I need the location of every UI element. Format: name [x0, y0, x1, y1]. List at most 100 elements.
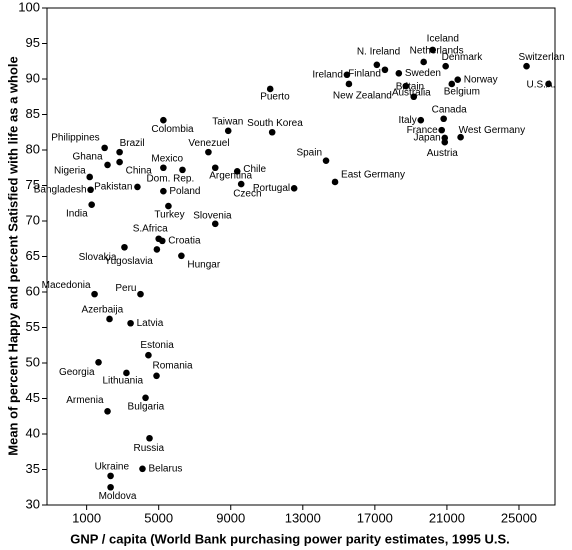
x-tick-label: 5000: [144, 510, 173, 525]
data-point: [429, 46, 436, 54]
x-axis-title: GNP / capita (World Bank purchasing powe…: [70, 531, 510, 546]
point-label: Turkey: [154, 210, 184, 221]
point-label: West Germany: [459, 125, 526, 136]
point-label: Denmark: [442, 52, 484, 63]
x-tick-label: 25000: [501, 510, 537, 525]
point-label: Macedonia: [42, 280, 91, 291]
data-point: [322, 157, 330, 164]
point-label: Britain: [396, 81, 424, 92]
point-label: S.Africa: [133, 223, 168, 234]
point-label: Netherlands: [410, 46, 464, 57]
data-point: [457, 133, 464, 141]
point-label: Slovenia: [193, 210, 232, 221]
data-point: [160, 187, 167, 195]
data-point: [146, 434, 153, 442]
point-label: Portugal: [253, 183, 290, 194]
data-point: [440, 115, 447, 123]
point-label: Philippines: [51, 133, 99, 144]
point-label: France: [407, 125, 439, 136]
point-label: Iceland: [427, 34, 459, 45]
point-label: New Zealand: [333, 91, 392, 102]
point-label: Australia: [392, 88, 431, 99]
point-label: Switzerlan: [519, 52, 565, 63]
point-label: Spain: [296, 147, 322, 158]
point-label: Hungar: [187, 259, 220, 270]
point-label: Nigeria: [54, 166, 86, 177]
point-label: Finland: [348, 68, 381, 79]
point-label: U.S.A.: [527, 80, 556, 91]
point-label: Armenia: [66, 395, 104, 406]
point-label: Japan: [414, 133, 441, 144]
data-point: [121, 243, 128, 251]
y-tick-label: 40: [26, 425, 40, 440]
data-point: [104, 407, 111, 415]
point-label: Ghana: [72, 152, 102, 163]
point-label: Ireland: [312, 69, 343, 80]
data-point: [104, 161, 111, 169]
data-point: [420, 58, 427, 66]
data-point: [237, 180, 245, 188]
y-tick-label: 55: [26, 319, 40, 334]
point-label: Romania: [153, 360, 193, 371]
point-label: Sweden: [405, 68, 441, 79]
data-point: [91, 290, 98, 298]
point-label: Czech: [233, 189, 261, 200]
point-label: Norway: [464, 74, 498, 85]
y-tick-label: 100: [18, 0, 40, 14]
data-point: [395, 70, 403, 77]
data-point: [545, 80, 552, 88]
data-point: [266, 85, 274, 93]
x-tick-label: 13000: [285, 510, 321, 525]
data-point: [153, 246, 161, 253]
point-label: Austria: [427, 148, 459, 159]
y-tick-label: 70: [26, 212, 40, 227]
point-label: Azerbaija: [82, 305, 124, 316]
point-label: Chile: [243, 164, 266, 175]
data-point: [178, 252, 185, 260]
point-label: Argentina: [209, 170, 252, 181]
data-point: [101, 144, 108, 152]
y-tick-label: 85: [26, 106, 40, 121]
y-tick-label: 35: [26, 461, 40, 476]
point-label: Italy: [398, 115, 416, 126]
point-label: Slovakia: [79, 252, 117, 263]
data-point: [448, 80, 456, 88]
data-point: [442, 62, 449, 70]
point-label: Bulgaria: [128, 401, 165, 412]
point-label: Venezuel: [188, 138, 229, 149]
point-label: Georgia: [59, 367, 95, 378]
data-point: [345, 80, 353, 88]
data-point: [268, 128, 276, 136]
y-tick-label: 65: [26, 248, 40, 263]
data-point: [454, 76, 462, 84]
data-point: [438, 126, 445, 134]
data-point: [107, 483, 114, 491]
data-point: [160, 164, 167, 172]
data-point: [523, 62, 530, 70]
data-point: [87, 186, 94, 194]
data-point: [107, 472, 114, 480]
data-point: [95, 358, 102, 366]
data-point: [402, 82, 410, 90]
data-point: [123, 369, 130, 377]
y-tick-label: 75: [26, 177, 40, 192]
x-tick-label: 1000: [72, 510, 101, 525]
point-label: Peru: [115, 283, 136, 294]
y-tick-label: 80: [26, 141, 40, 156]
point-label: Croatia: [168, 236, 201, 247]
point-label: Yugoslavia: [105, 256, 154, 267]
data-point: [160, 116, 167, 124]
point-label: Belarus: [148, 463, 182, 474]
data-point: [343, 71, 351, 79]
data-point: [211, 164, 219, 172]
data-point: [134, 183, 141, 191]
data-point: [205, 148, 212, 156]
y-tick-label: 45: [26, 390, 40, 405]
data-point: [331, 178, 339, 186]
data-point: [137, 290, 144, 298]
point-label: Moldova: [99, 491, 137, 502]
data-point: [88, 201, 95, 208]
data-point: [116, 158, 123, 166]
point-label: Latvia: [137, 318, 164, 329]
